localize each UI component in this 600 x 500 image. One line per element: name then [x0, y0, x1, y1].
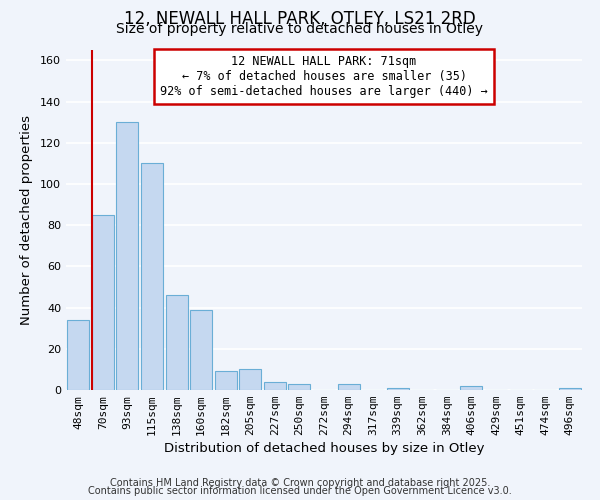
Text: 12 NEWALL HALL PARK: 71sqm
← 7% of detached houses are smaller (35)
92% of semi-: 12 NEWALL HALL PARK: 71sqm ← 7% of detac…: [160, 55, 488, 98]
Bar: [239, 370, 262, 390]
Text: Size of property relative to detached houses in Otley: Size of property relative to detached ho…: [116, 22, 484, 36]
Bar: [559, 388, 581, 390]
Text: Contains public sector information licensed under the Open Government Licence v3: Contains public sector information licen…: [88, 486, 512, 496]
Text: 12, NEWALL HALL PARK, OTLEY, LS21 2RD: 12, NEWALL HALL PARK, OTLEY, LS21 2RD: [124, 10, 476, 28]
X-axis label: Distribution of detached houses by size in Otley: Distribution of detached houses by size …: [164, 442, 484, 456]
Bar: [92, 215, 114, 390]
Bar: [67, 320, 89, 390]
Bar: [190, 310, 212, 390]
Bar: [460, 386, 482, 390]
Text: Contains HM Land Registry data © Crown copyright and database right 2025.: Contains HM Land Registry data © Crown c…: [110, 478, 490, 488]
Bar: [338, 384, 359, 390]
Bar: [215, 372, 237, 390]
Bar: [289, 384, 310, 390]
Bar: [386, 388, 409, 390]
Bar: [166, 295, 188, 390]
Bar: [141, 164, 163, 390]
Bar: [116, 122, 139, 390]
Bar: [264, 382, 286, 390]
Y-axis label: Number of detached properties: Number of detached properties: [20, 115, 33, 325]
